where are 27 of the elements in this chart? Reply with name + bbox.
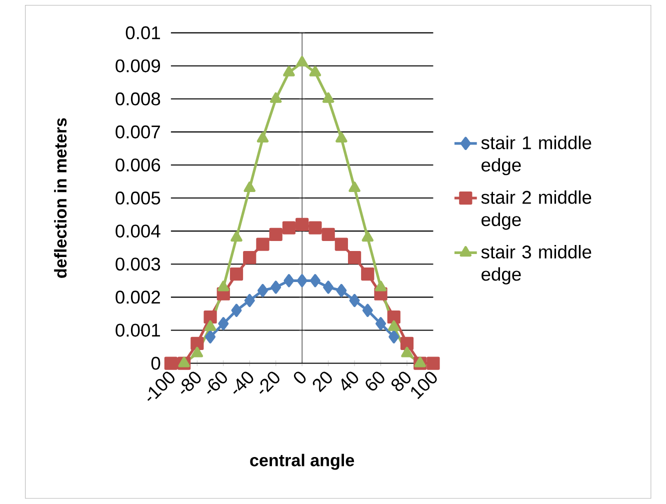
y-tick-label: 0.01 — [126, 26, 160, 40]
y-tick-label: 0.008 — [116, 92, 160, 106]
y-tick-label: 0.002 — [116, 290, 160, 304]
y-tick-label: 0.003 — [116, 258, 160, 271]
x-tick-label: 20 — [312, 372, 332, 392]
x-tick-label: -60 — [207, 372, 227, 394]
y-tick-label: 0.009 — [116, 60, 160, 73]
legend-label: stair 1 middle edge — [481, 136, 592, 176]
x-tick-label: -100 — [147, 372, 174, 402]
legend-label: stair 2 middle edge — [481, 190, 592, 230]
x-tick-label: -40 — [233, 372, 254, 394]
y-axis-title: deflection in meters — [54, 118, 67, 278]
x-tick-label: 60 — [366, 372, 384, 391]
y-tick-label: 0.004 — [116, 224, 160, 238]
x-tick-label: -20 — [260, 372, 280, 394]
y-tick-label: 0.005 — [116, 192, 160, 205]
y-tick-label: 0 — [151, 356, 160, 370]
x-tick-label: 100 — [411, 372, 437, 400]
x-tick-label: 40 — [341, 372, 358, 391]
x-tick-label: 0 — [294, 372, 306, 384]
y-tick-label: 0.007 — [116, 126, 160, 139]
x-tick-label: 80 — [391, 372, 411, 392]
legend-label: stair 3 middle edge — [481, 245, 592, 285]
y-tick-label: 0.001 — [116, 324, 160, 337]
x-tick-label: -80 — [180, 372, 201, 394]
x-axis-title: central angle — [250, 454, 354, 470]
y-tick-label: 0.006 — [116, 158, 160, 172]
